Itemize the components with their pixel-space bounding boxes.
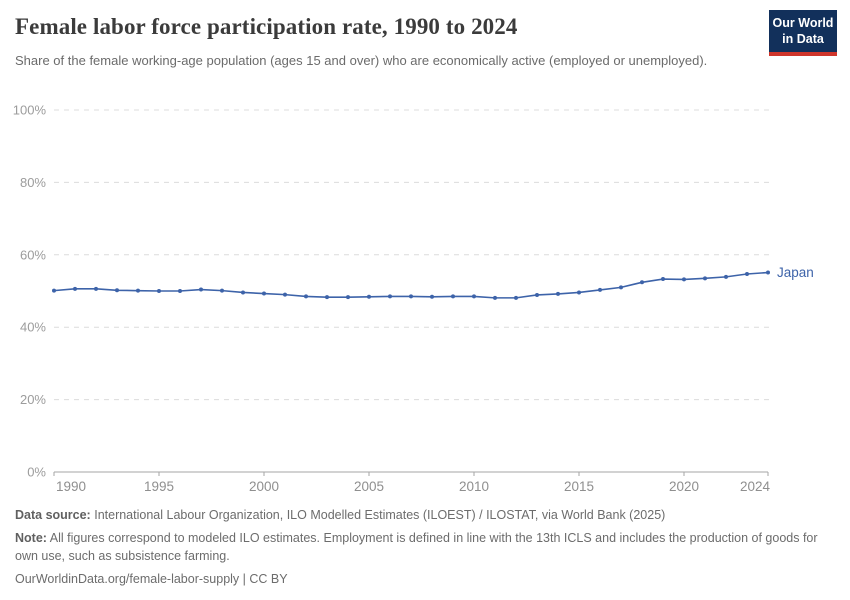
x-axis-tick-label: 2005	[354, 479, 384, 494]
data-source-line: Data source: International Labour Organi…	[15, 506, 835, 524]
x-axis-tick-label: 1990	[56, 479, 86, 494]
data-point-2010[interactable]	[472, 294, 476, 299]
data-point-2018[interactable]	[640, 280, 644, 285]
data-point-2020[interactable]	[682, 277, 686, 282]
line-series-japan[interactable]	[53, 271, 769, 299]
data-point-1991[interactable]	[73, 286, 77, 291]
data-point-1998[interactable]	[220, 288, 224, 293]
data-point-2004[interactable]	[346, 295, 350, 300]
data-point-1992[interactable]	[94, 286, 98, 291]
chart-title: Female labor force participation rate, 1…	[15, 14, 518, 39]
data-point-2009[interactable]	[451, 294, 455, 299]
data-point-2007[interactable]	[409, 294, 413, 299]
x-axis-tick-label: 1995	[144, 479, 174, 494]
data-point-1995[interactable]	[157, 289, 161, 293]
note-label: Note:	[15, 531, 47, 546]
data-point-1990[interactable]	[52, 288, 56, 293]
owid-logo-box: Our World in Data	[769, 10, 837, 52]
owid-logo-accent-bar	[769, 51, 837, 56]
attribution-separator: |	[239, 572, 250, 587]
license-label: CC BY	[249, 572, 288, 587]
series-label-japan[interactable]: Japan	[777, 265, 814, 280]
data-point-2014[interactable]	[556, 291, 560, 296]
data-point-2008[interactable]	[430, 294, 434, 299]
x-axis-tick-label: 2024	[740, 479, 771, 494]
data-point-2013[interactable]	[535, 292, 539, 297]
chart-subtitle: Share of the female working-age populati…	[15, 53, 708, 68]
owid-logo-line2: in Data	[782, 32, 824, 47]
owid-logo: Our World in Data	[769, 10, 837, 56]
data-point-1996[interactable]	[178, 289, 182, 293]
y-axis-tick-label: 60%	[20, 247, 46, 262]
data-point-2012[interactable]	[514, 295, 518, 300]
data-point-2022[interactable]	[724, 274, 728, 279]
data-source-label: Data source:	[15, 508, 91, 522]
data-point-2005[interactable]	[367, 294, 371, 299]
data-point-1997[interactable]	[199, 287, 203, 292]
canonical-url: OurWorldinData.org/female-labor-supply	[15, 572, 240, 587]
y-axis-tick-label: 80%	[20, 175, 46, 190]
data-point-2003[interactable]	[325, 295, 329, 300]
note-text: All figures correspond to modeled ILO es…	[15, 531, 818, 564]
data-point-2002[interactable]	[304, 294, 308, 299]
y-axis-tick-label: 100%	[13, 103, 47, 118]
data-point-1999[interactable]	[241, 290, 245, 295]
data-point-2000[interactable]	[262, 291, 266, 296]
data-point-2021[interactable]	[703, 276, 707, 281]
chart-footer: Data source: International Labour Organi…	[15, 506, 835, 594]
data-point-1993[interactable]	[115, 288, 119, 293]
x-axis-tick-label: 2015	[564, 479, 594, 494]
data-source-text: International Labour Organization, ILO M…	[94, 508, 666, 522]
data-point-2023[interactable]	[745, 271, 749, 276]
data-point-2016[interactable]	[598, 287, 602, 292]
line-chart[interactable]: 0% 20% 40% 60% 80% 100% 1990 1995 2000 2005 2010 20…	[0, 98, 850, 498]
x-axis-tick-label: 2020	[669, 479, 699, 494]
data-point-2006[interactable]	[388, 294, 392, 299]
y-axis-tick-label: 40%	[20, 320, 46, 335]
x-axis-tick-label: 2000	[249, 479, 279, 494]
data-point-2011[interactable]	[493, 295, 497, 300]
x-axis-tick-label: 2010	[459, 479, 489, 494]
attribution-line: OurWorldinData.org/female-labor-supply |…	[15, 570, 835, 588]
y-axis-tick-label: 20%	[20, 392, 46, 407]
data-point-2017[interactable]	[619, 285, 623, 290]
data-point-2015[interactable]	[577, 290, 581, 295]
note-line: Note: All figures correspond to modeled …	[15, 529, 835, 565]
owid-logo-line1: Our World	[772, 16, 834, 30]
data-point-2019[interactable]	[661, 277, 665, 282]
data-point-1994[interactable]	[136, 288, 140, 293]
data-point-2024[interactable]	[766, 270, 770, 275]
y-axis-tick-label: 0%	[27, 465, 46, 480]
data-point-2001[interactable]	[283, 292, 287, 297]
